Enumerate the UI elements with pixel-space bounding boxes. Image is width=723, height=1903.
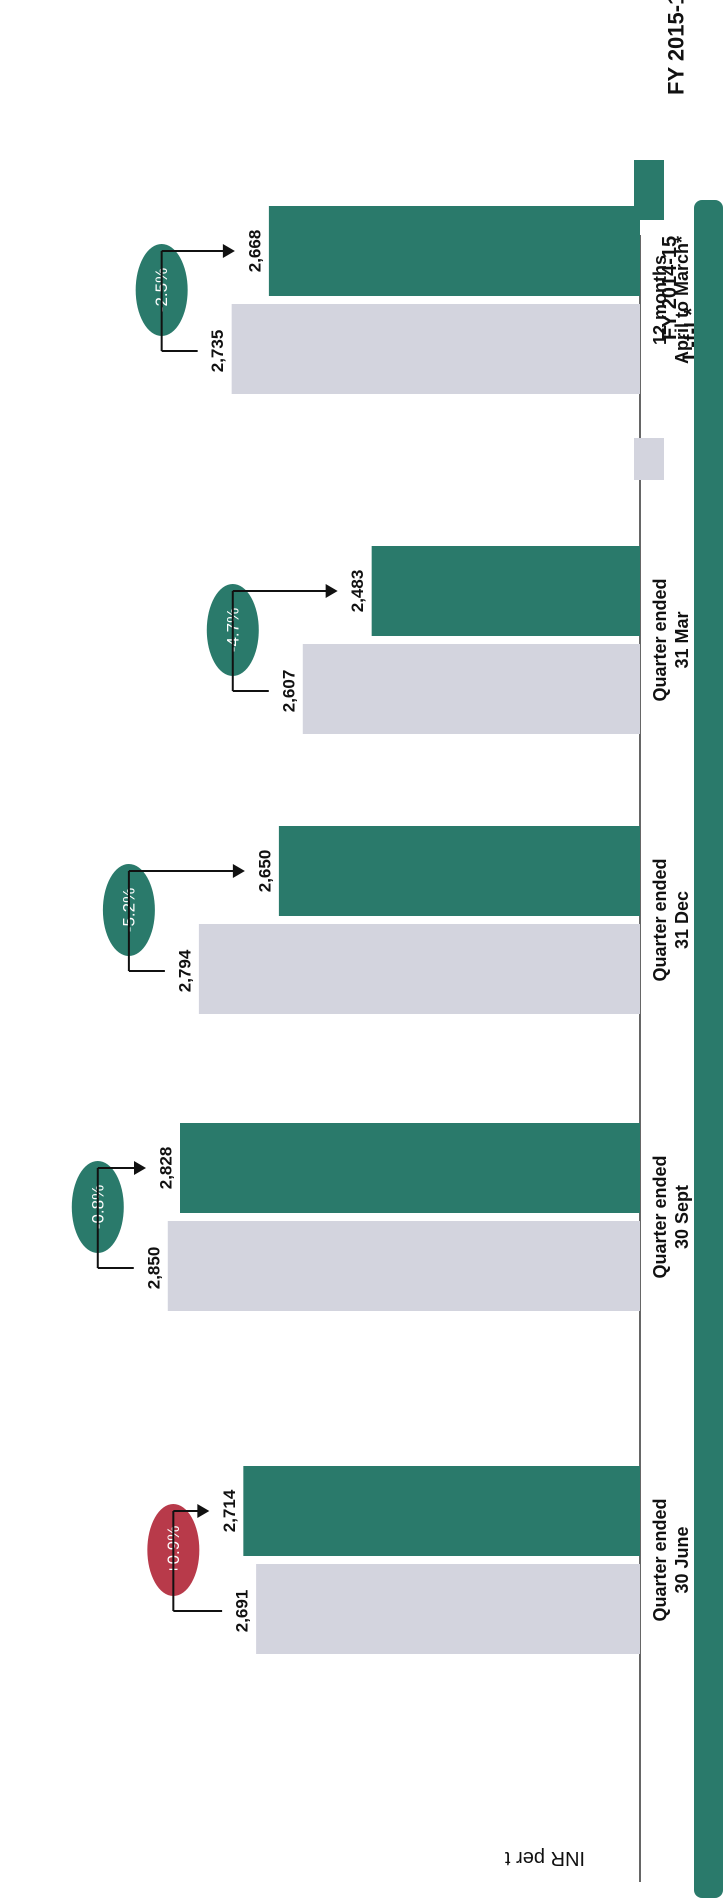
- bar-fy2015-16: [278, 826, 640, 916]
- category-label: 12 months: [650, 255, 670, 345]
- footer-band: [694, 200, 723, 1898]
- legend-swatch-fy2015-16: [634, 160, 664, 220]
- y-axis-label: INR per t: [505, 1847, 585, 1869]
- bar-fy2015-16: [371, 546, 640, 636]
- category-label: 30 Sept: [672, 1185, 692, 1249]
- data-label: 2,650: [255, 850, 274, 893]
- data-label: 2,850: [144, 1247, 163, 1290]
- bar-fy2014-15: [198, 924, 640, 1014]
- category-label: Quarter ended: [650, 578, 670, 701]
- data-label: 2,714: [220, 1489, 239, 1532]
- bar-fy2014-15: [256, 1564, 640, 1654]
- data-label: 2,794: [175, 949, 194, 992]
- data-label: 2,691: [233, 1590, 252, 1633]
- bar-fy2014-15: [302, 644, 640, 734]
- data-label: 2,735: [208, 330, 227, 373]
- change-arrow-head: [222, 244, 235, 258]
- category-label: Quarter ended: [650, 1498, 670, 1621]
- bar-fy2015-16: [180, 1123, 640, 1213]
- change-arrow-head: [197, 1504, 210, 1518]
- bar-fy2015-16: [243, 1466, 641, 1556]
- category-label: Quarter ended: [650, 1155, 670, 1278]
- category-label: 31 Mar: [672, 611, 692, 668]
- data-label: 2,828: [157, 1147, 176, 1190]
- legend-label: FY 2014-15: [659, 236, 681, 340]
- category-label: April to March*: [672, 236, 692, 364]
- legend-swatch-fy2014-15: [634, 438, 664, 480]
- data-label: 2,668: [245, 230, 264, 273]
- change-arrow-head: [325, 584, 338, 598]
- data-label: 2,483: [348, 570, 367, 613]
- category-label: 30 June: [672, 1526, 692, 1593]
- bar-fy2014-15: [231, 304, 640, 394]
- legend-label: FY 2015-16: [664, 0, 689, 95]
- change-arrow-head: [232, 864, 245, 878]
- category-label: Quarter ended: [650, 858, 670, 981]
- bar-fy2014-15: [167, 1221, 640, 1311]
- bar-fy2015-16: [268, 206, 640, 296]
- change-arrow-head: [134, 1161, 146, 1175]
- category-label: 31 Dec: [672, 891, 692, 949]
- data-label: 2,607: [279, 670, 298, 713]
